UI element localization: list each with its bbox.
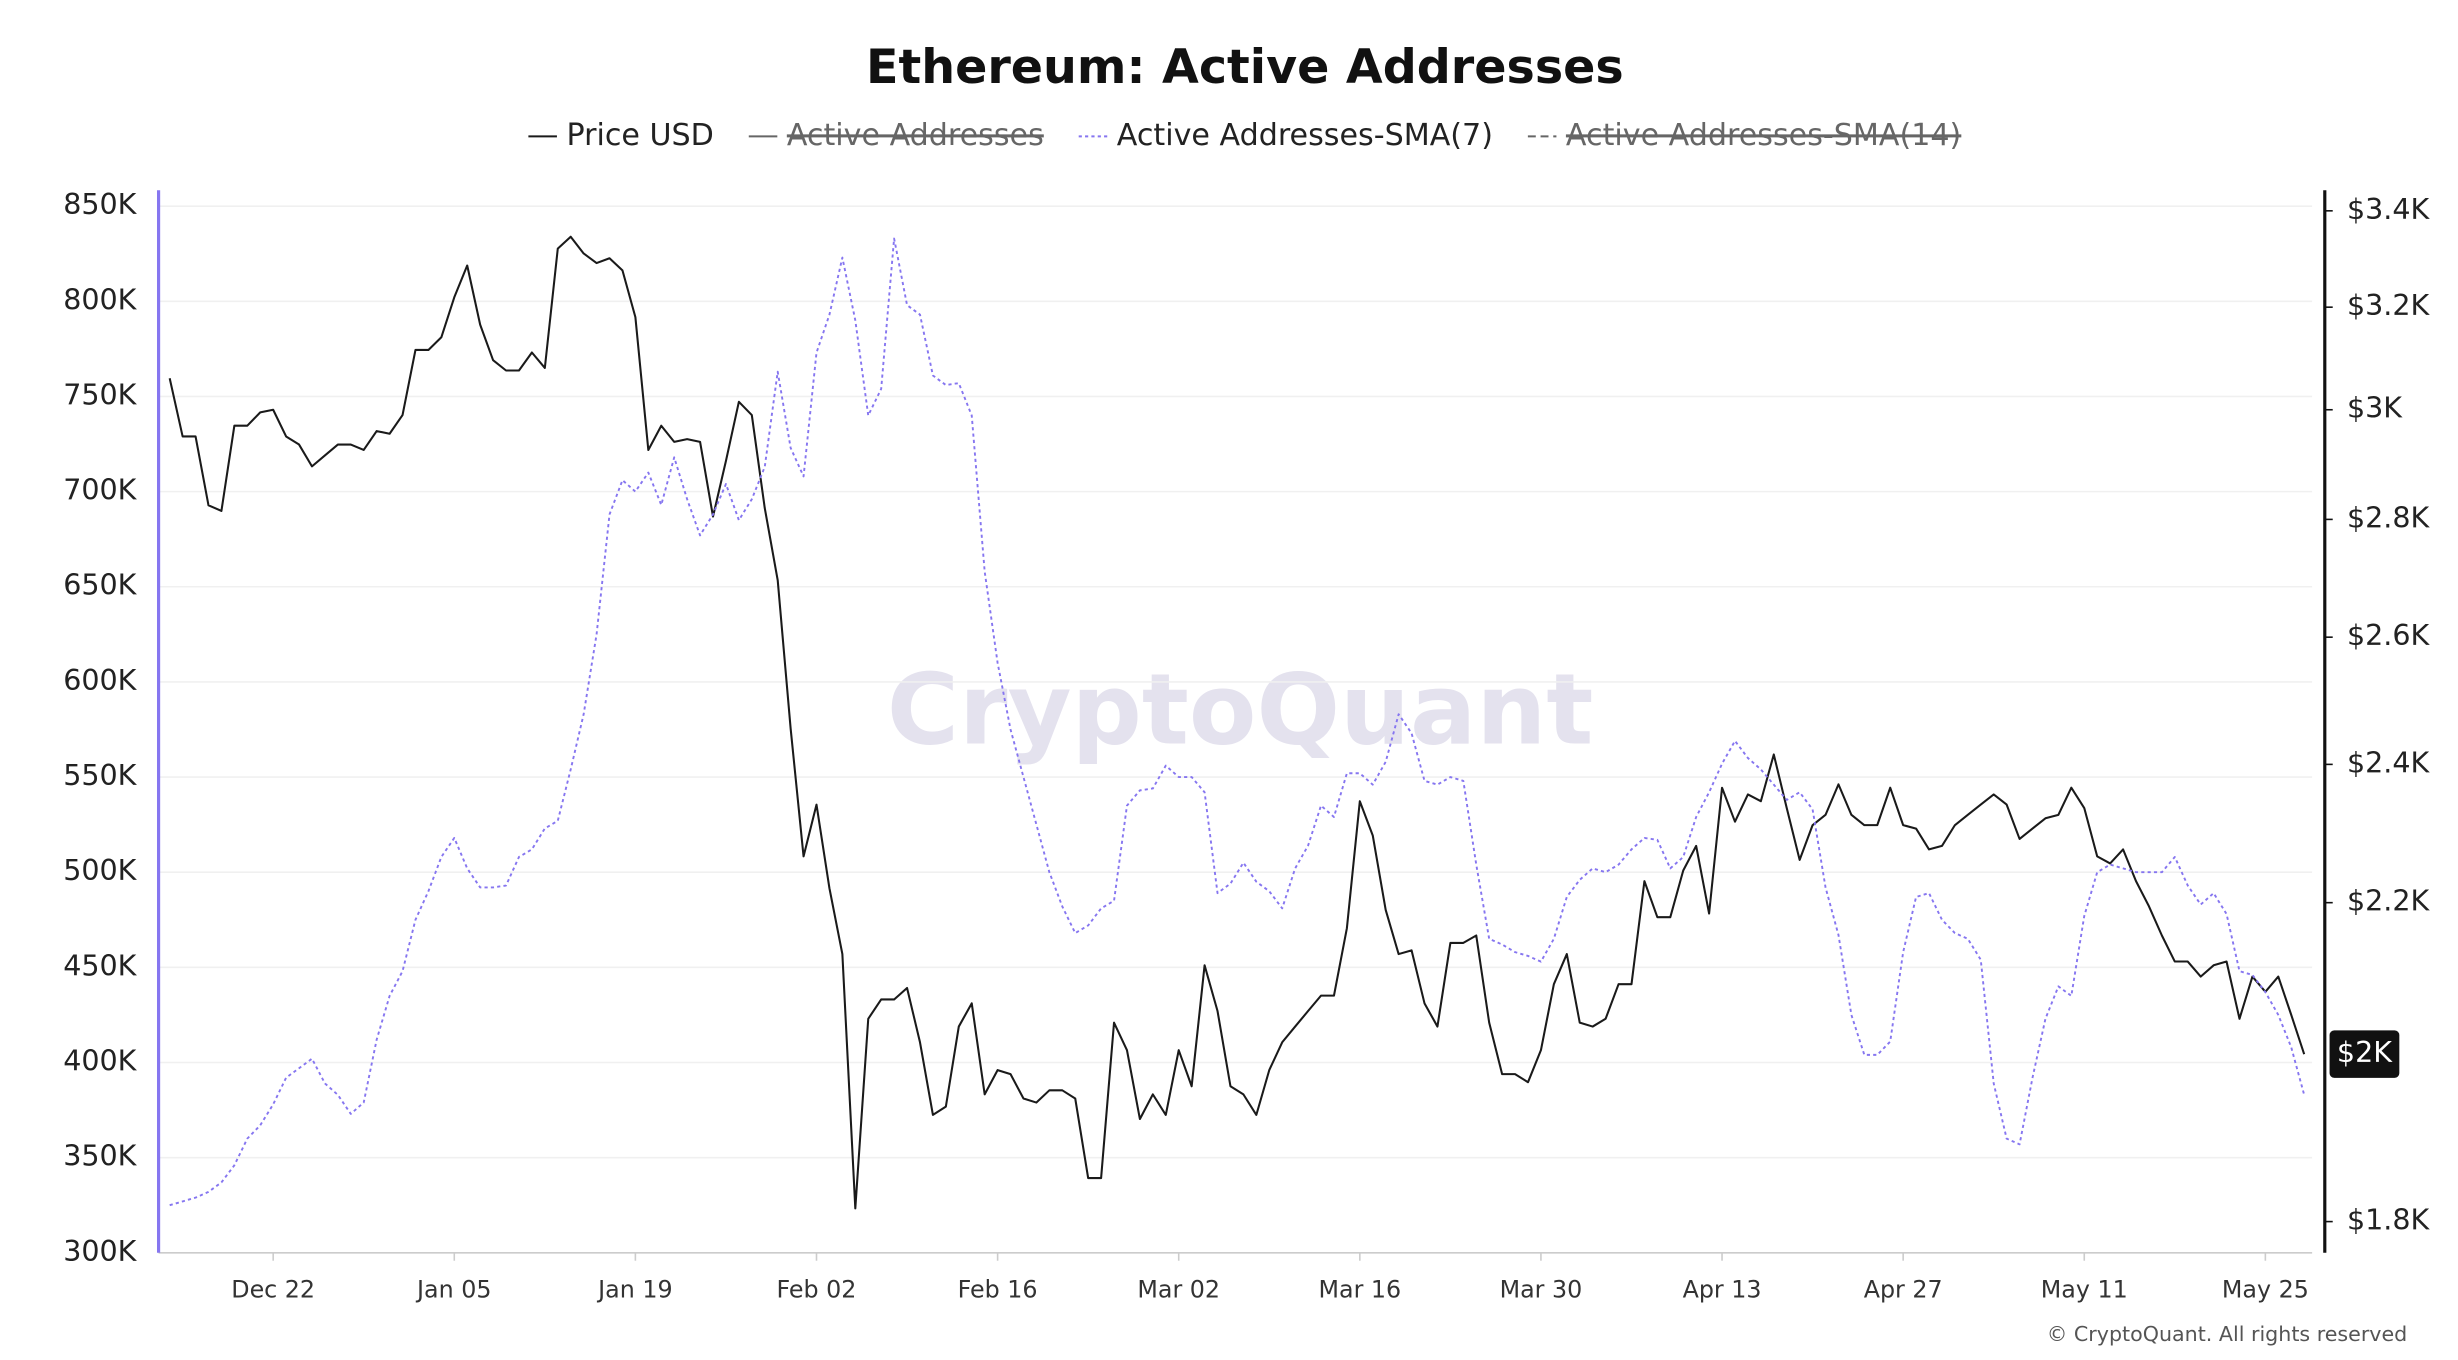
x-tick-label: Jan 19 (596, 1275, 672, 1303)
copyright: © CryptoQuant. All rights reserved (2047, 1322, 2408, 1346)
y-tick-label: 800K (63, 283, 137, 316)
y-tick-label: 550K (63, 759, 137, 792)
y-tick-label: 450K (63, 949, 137, 982)
x-tick-label: Feb 02 (777, 1275, 857, 1303)
x-tick-label: Feb 16 (958, 1275, 1038, 1303)
x-tick-label: Dec 22 (231, 1275, 315, 1303)
legend-label: Active Addresses-SMA(7) (1117, 118, 1493, 153)
y2-tick-label: $3K (2347, 392, 2403, 425)
y-tick-label: 750K (63, 378, 137, 411)
y2-tick-label: $2.2K (2347, 885, 2431, 918)
series-line (168, 235, 2306, 1210)
grid (158, 205, 2313, 1254)
y-tick-label: 350K (63, 1140, 137, 1173)
series-line (169, 237, 2306, 1207)
legend-item[interactable]: Price USD (528, 118, 714, 153)
x-tick-label: Mar 16 (1319, 1275, 1402, 1303)
legend-item[interactable]: Active Addresses-SMA(7) (1078, 118, 1493, 153)
y2-tick-label: $2.8K (2347, 501, 2431, 534)
legend: Price USD Active Addresses Active Addresse… (528, 118, 1961, 153)
x-tick-label: Apr 27 (1864, 1275, 1943, 1303)
x-tick-label: May 11 (2041, 1275, 2128, 1303)
legend-label: Active Addresses-SMA(14) (1566, 118, 1961, 153)
y-tick-label: 500K (63, 854, 137, 887)
y2-tick-label: $3.2K (2347, 289, 2431, 322)
x-tick-label: Apr 13 (1683, 1275, 1762, 1303)
y2-tick-label: $3.4K (2347, 193, 2431, 226)
legend-label: Active Addresses (787, 118, 1044, 153)
watermark: CryptoQuant (887, 654, 1594, 768)
x-tick-label: May 25 (2222, 1275, 2309, 1303)
y2-tick-label: $2.4K (2347, 746, 2431, 779)
legend-item[interactable]: Active Addresses (748, 118, 1044, 153)
y-tick-label: 850K (63, 188, 137, 221)
legend-item[interactable]: Active Addresses-SMA(14) (1527, 118, 1961, 153)
y-tick-label: 400K (63, 1044, 137, 1077)
x-tick-label: Jan 05 (415, 1275, 491, 1303)
y-tick-label: 650K (63, 569, 137, 602)
x-tick-label: Mar 30 (1500, 1275, 1583, 1303)
y-tick-label: 700K (63, 474, 137, 507)
x-tick-label: Mar 02 (1137, 1275, 1220, 1303)
y-tick-label: 300K (63, 1235, 137, 1268)
y2-tick-label: $1.8K (2347, 1204, 2431, 1237)
legend-label: Price USD (566, 118, 713, 153)
y2-tick-label: $2.6K (2347, 619, 2431, 652)
current-price-label: $2K (2337, 1036, 2393, 1069)
current-price-box (2329, 1030, 2400, 1078)
chart-title: Ethereum: Active Addresses (866, 40, 1624, 95)
y-tick-label: 600K (63, 664, 137, 697)
